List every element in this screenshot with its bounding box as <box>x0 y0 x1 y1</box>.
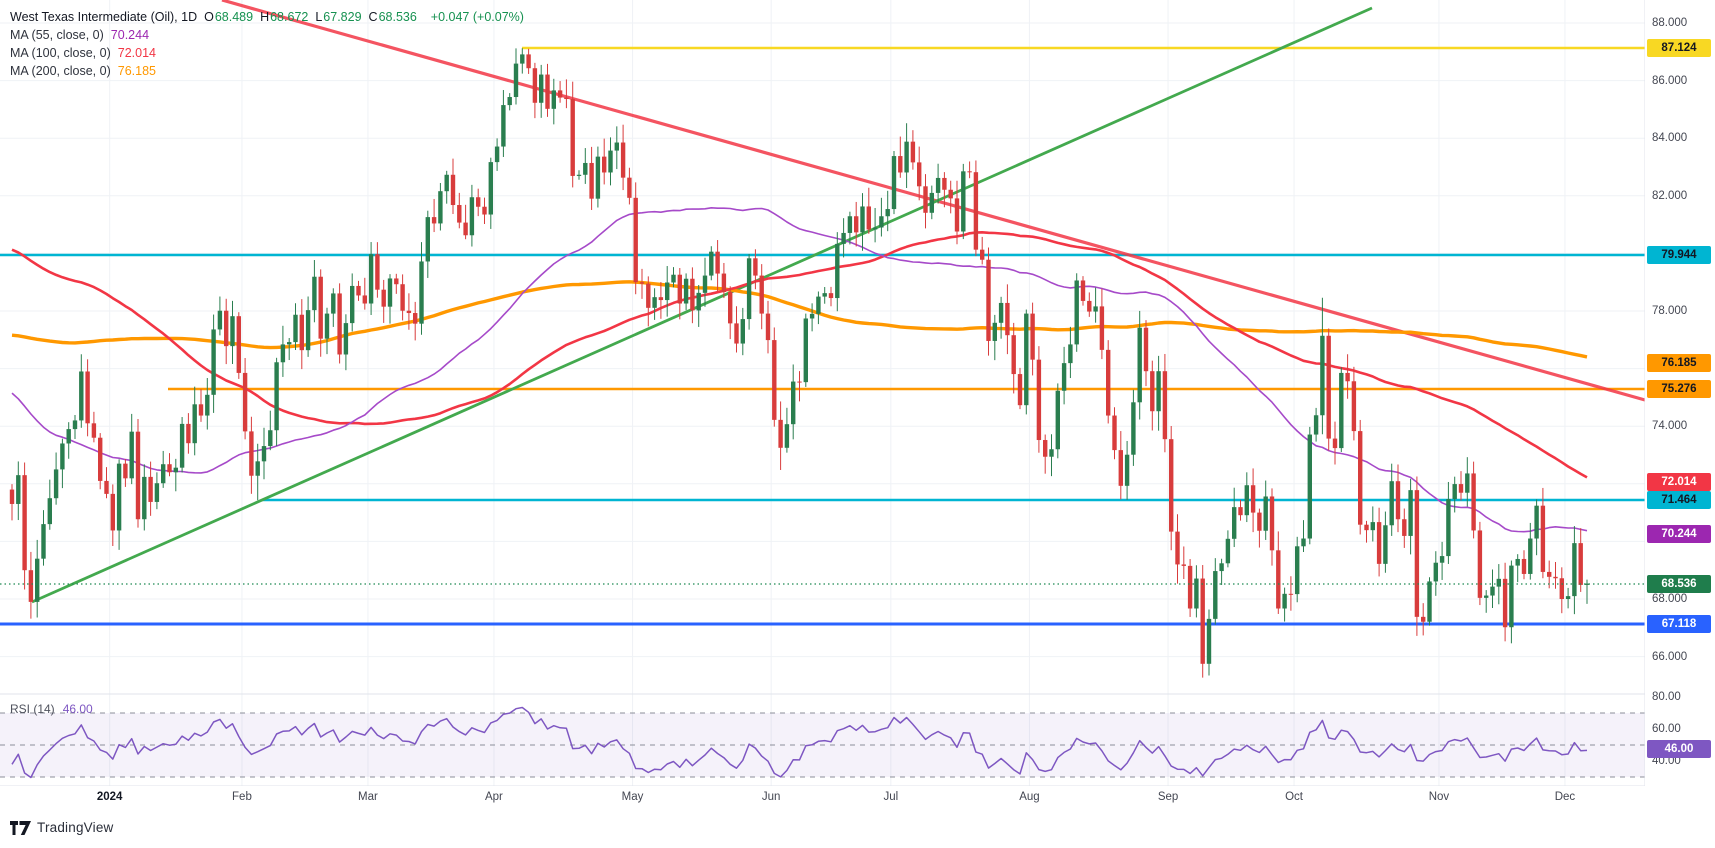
time-axis-label: Jun <box>761 791 781 803</box>
footer: TradingView <box>0 812 1715 848</box>
rsi-label: RSI (14) <box>10 702 55 716</box>
price-tick: 60.00 <box>1652 723 1681 735</box>
time-axis-label: Dec <box>1554 791 1576 803</box>
ohlc-values: O68.489 H68.672 L67.829 C68.536 <box>204 10 424 24</box>
ma-55-line <box>11 207 1588 533</box>
tradingview-logo-icon <box>10 820 31 835</box>
time-axis-label: Apr <box>484 791 503 803</box>
price-tick: 68.000 <box>1652 593 1688 605</box>
symbol-legend: West Texas Intermediate (Oil), 1D O68.48… <box>10 8 524 80</box>
price-tick: 88.000 <box>1652 17 1688 29</box>
trendlines[interactable] <box>31 0 1646 604</box>
rsi-line <box>11 706 1588 779</box>
time-axis-label: Sep <box>1157 791 1179 803</box>
price-tick: 84.000 <box>1652 132 1688 144</box>
time-axis-label: Nov <box>1428 791 1450 803</box>
price-label-badge: 70.244 <box>1647 525 1711 543</box>
time-axis-label: Oct <box>1285 791 1303 803</box>
symbol-row[interactable]: West Texas Intermediate (Oil), 1D O68.48… <box>10 8 524 26</box>
price-label-badge: 72.014 <box>1647 473 1711 491</box>
time-axis[interactable]: 2024 Feb Mar Apr May Jun Jul Aug Sep Oct Nov Dec <box>0 786 1645 812</box>
chart-canvas[interactable] <box>0 0 1715 812</box>
ma-200-line <box>11 280 1588 359</box>
price-label-badge: 67.118 <box>1647 615 1711 633</box>
price-tick: 66.000 <box>1652 651 1688 663</box>
price-tick: 80.00 <box>1652 691 1681 703</box>
time-axis-label: Jul <box>883 791 899 803</box>
price-label-badge: 79.944 <box>1647 246 1711 264</box>
tradingview-brand[interactable]: TradingView <box>10 820 114 835</box>
price-label-badge: 71.464 <box>1647 491 1711 509</box>
symbol-title: West Texas Intermediate (Oil), 1D <box>10 10 198 24</box>
ma-value: 76.185 <box>117 64 156 78</box>
pane-separators <box>0 0 1715 812</box>
ohlc-item: L67.829 <box>315 10 362 24</box>
price-label-badge: 75.276 <box>1647 380 1711 398</box>
ohlc-item: C68.536 <box>368 10 417 24</box>
ma-value: 72.014 <box>117 46 156 60</box>
time-axis-label: May <box>621 791 644 803</box>
gridlines <box>0 0 1645 786</box>
price-tick: 78.000 <box>1652 305 1688 317</box>
ma-label: MA (100, close, 0) <box>10 46 111 60</box>
ohlc-item: O68.489 <box>204 10 254 24</box>
ma-value: 70.244 <box>110 28 150 42</box>
price-axis[interactable]: 88.000 86.000 84.000 82.000 78.000 74.000 68.0… <box>1645 0 1715 812</box>
price-label-badge: 87.124 <box>1647 39 1711 57</box>
ma-legend-row[interactable]: MA (100, close, 0) 72.014 <box>10 44 524 62</box>
price-tick: 82.000 <box>1652 190 1688 202</box>
time-axis-label: Mar <box>358 791 378 803</box>
ma-label: MA (200, close, 0) <box>10 64 111 78</box>
ma-legend-row[interactable]: MA (200, close, 0) 76.185 <box>10 62 524 80</box>
ma-100-line <box>11 231 1588 479</box>
price-tick: 86.000 <box>1652 75 1688 87</box>
horizontal-lines[interactable] <box>0 46 1645 626</box>
rsi-legend[interactable]: RSI (14) 46.00 <box>10 701 93 717</box>
time-axis-label: 2024 <box>96 791 123 803</box>
rsi-band <box>0 712 1645 778</box>
price-tick: 40.00 <box>1652 755 1681 767</box>
time-axis-label: Feb <box>232 791 252 803</box>
change-value: +0.047 (+0.07%) <box>430 10 524 24</box>
ma-label: MA (55, close, 0) <box>10 28 104 42</box>
price-label-badge: 76.185 <box>1647 354 1711 372</box>
time-axis-label: Aug <box>1019 791 1040 803</box>
ma-legend-rows: MA (55, close, 0) 70.244 MA (100, close, 0… <box>10 26 524 80</box>
price-label-badge: 68.536 <box>1647 575 1711 593</box>
ma-legend-row[interactable]: MA (55, close, 0) 70.244 <box>10 26 524 44</box>
trendline-ascending-support[interactable] <box>31 6 1373 604</box>
ohlc-item: H68.672 <box>260 10 309 24</box>
rsi-value: 46.00 <box>62 702 93 716</box>
moving-average-lines <box>11 207 1588 533</box>
candles <box>9 48 1590 678</box>
brand-text: TradingView <box>37 820 114 835</box>
price-tick: 74.000 <box>1652 420 1688 432</box>
price-label-badge: 46.00 <box>1647 740 1711 758</box>
